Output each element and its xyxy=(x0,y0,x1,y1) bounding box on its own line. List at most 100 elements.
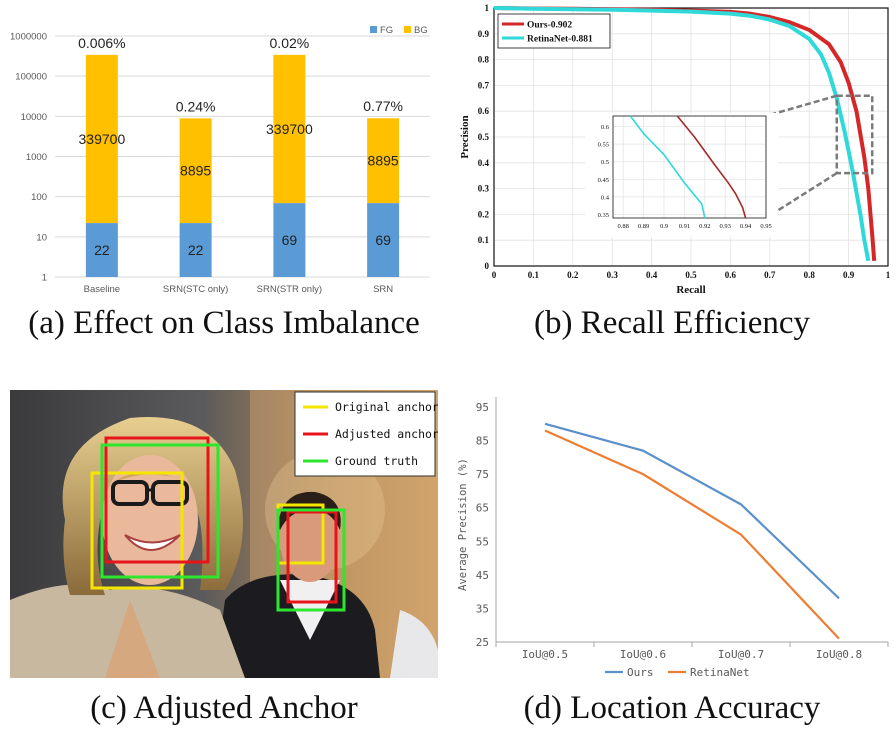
legend-box xyxy=(497,13,611,49)
data-label-bg: 339700 xyxy=(266,121,313,137)
y-axis-label: Average Precision (%) xyxy=(457,458,469,591)
inset-series-line-ours xyxy=(676,115,747,219)
x-tick-label: IoU@0.6 xyxy=(620,648,666,661)
series-line-ours xyxy=(544,422,840,600)
bar-bg xyxy=(179,118,212,224)
x-tick-label: IoU@0.8 xyxy=(816,648,862,661)
y-tick-label: 55 xyxy=(476,535,489,548)
y-tick-label: 35 xyxy=(476,602,489,615)
y-tick-label: 0 xyxy=(485,261,490,271)
y-tick-label: 100000 xyxy=(15,72,47,83)
inset-y-tick-label: 0.6 xyxy=(601,124,610,131)
series-line-retinanet xyxy=(544,429,840,640)
bar-bg xyxy=(367,118,400,204)
y-tick-label: 65 xyxy=(476,502,489,515)
x-tick-label: 0 xyxy=(492,270,497,280)
x-tick-label: SRN(STR only) xyxy=(257,284,322,295)
inset-x-tick-label: 0.93 xyxy=(720,223,731,230)
legend-label: FG xyxy=(380,25,393,36)
legend-ground-truth: Ground truth xyxy=(335,454,418,468)
y-tick-label: 100 xyxy=(31,192,47,203)
legend-swatch xyxy=(404,26,411,33)
legend-label: Ours-0.902 xyxy=(527,21,572,31)
ground-truth-box xyxy=(100,443,220,579)
ground-truth-box-2 xyxy=(276,508,346,612)
x-tick-label: 0.7 xyxy=(764,270,776,280)
x-tick-label: IoU@0.7 xyxy=(718,648,764,661)
legend-label: BG xyxy=(414,25,428,36)
zoom-region-box xyxy=(835,94,874,175)
bar-bg xyxy=(273,54,306,204)
data-label-bg: 8895 xyxy=(368,153,399,169)
legend-label: RetinaNet xyxy=(690,666,750,679)
x-tick-label: 0.2 xyxy=(567,270,579,280)
data-label-fg: 69 xyxy=(282,232,298,248)
panel-adjusted-anchor: Original anchor Adjusted anchor Ground t… xyxy=(10,390,439,678)
data-label-fg: 69 xyxy=(375,232,391,248)
bar-fg xyxy=(273,203,306,277)
inset-y-tick-label: 0.35 xyxy=(598,212,609,219)
photo-legend: Original anchor Adjusted anchor Ground t… xyxy=(294,391,439,477)
data-label-fg: 22 xyxy=(94,242,110,258)
plot-frame xyxy=(493,7,889,267)
precision-recall-chart: 0 0.1 0.2 0.3 0.4 0.5 0.6 0.7 0.8 0.9 100.10.20.30… xyxy=(459,3,891,296)
man-figure xyxy=(215,491,438,678)
legend-swatch xyxy=(370,26,377,33)
y-tick-label: 0.3 xyxy=(478,184,490,194)
y-tick-label: 0.8 xyxy=(478,55,490,65)
inset-x-tick-label: 0.94 xyxy=(740,223,752,230)
location-accuracy-chart: 25 35 45 55 65 75 85 95 IoU@0.5 IoU@0.6 IoU@0.7 IoU… xyxy=(457,397,889,679)
x-tick-label: IoU@0.5 xyxy=(522,648,568,661)
y-tick-label: 25 xyxy=(476,636,489,649)
y-tick-label: 10 xyxy=(36,232,47,243)
caption-b: (b) Recall Efficiency xyxy=(533,305,811,341)
inset-series-line-retinanet xyxy=(629,115,706,219)
bar-fg xyxy=(367,203,400,277)
y-tick-label: 0.1 xyxy=(478,235,490,245)
caption-d: (d) Location Accuracy xyxy=(523,690,821,726)
y-tick-label: 1000000 xyxy=(10,32,47,43)
panel-class-imbalance: 1 10 100 1000 10000 100000 1000000 22 339700 0.00… xyxy=(0,0,448,300)
inset-y-tick-label: 0.45 xyxy=(598,177,609,184)
x-tick-label: 0.6 xyxy=(725,270,737,280)
y-tick-label: 0.6 xyxy=(478,106,490,116)
y-tick-label: 75 xyxy=(476,468,489,481)
inset-x-tick-label: 0.89 xyxy=(638,223,649,230)
legend-original-anchor: Original anchor xyxy=(335,400,438,414)
ratio-label: 0.24% xyxy=(176,98,216,114)
y-tick-label: 10000 xyxy=(21,112,47,123)
y-tick-label: 95 xyxy=(476,401,489,414)
woman-figure xyxy=(10,417,245,678)
inset-y-tick-label: 0.4 xyxy=(601,194,610,201)
y-tick-label: 0.2 xyxy=(478,209,490,219)
bar-bg xyxy=(85,54,118,224)
y-tick-label: 0.7 xyxy=(478,80,490,90)
data-label-fg: 22 xyxy=(188,242,204,258)
panel-recall-efficiency: 0 0.1 0.2 0.3 0.4 0.5 0.6 0.7 0.8 0.9 1 0 0.1 0.2 0.3 0… xyxy=(448,0,896,300)
inset-y-tick-label: 0.55 xyxy=(598,142,609,149)
y-tick-label: 0.9 xyxy=(478,29,490,39)
data-label-bg: 339700 xyxy=(79,131,126,147)
zoom-connector-bottom xyxy=(765,172,838,220)
y-tick-label: 45 xyxy=(476,569,489,582)
legend-adjusted-anchor: Adjusted anchor xyxy=(335,427,438,441)
panel-location-accuracy: 25 35 45 55 65 75 85 95 IoU@0.5 IoU@0.6 IoU@0.7 IoU… xyxy=(448,385,896,685)
inset-y-tick-label: 0.5 xyxy=(601,159,609,166)
y-tick-label: 0.4 xyxy=(478,158,490,168)
inset-x-tick-label: 0.88 xyxy=(618,223,629,230)
bar-fg xyxy=(85,223,118,277)
face-photo: Original anchor Adjusted anchor Ground t… xyxy=(10,390,439,678)
y-tick-label: 1000 xyxy=(26,152,47,163)
series-line-retinanet xyxy=(493,6,871,262)
zoom-connector-top xyxy=(765,94,838,118)
original-anchor-box xyxy=(90,471,184,590)
adjusted-anchor-box-2 xyxy=(286,510,338,604)
x-tick-label: 0.9 xyxy=(843,270,855,280)
inset-x-tick-label: 0.9 xyxy=(660,223,668,230)
caption-c: (c) Adjusted Anchor xyxy=(90,690,358,726)
inset-x-tick-label: 0.95 xyxy=(760,223,771,230)
ratio-label: 0.77% xyxy=(363,98,403,114)
y-tick-label: 1 xyxy=(485,3,490,13)
x-tick-label: 0.3 xyxy=(607,270,619,280)
x-tick-label: 1 xyxy=(886,270,891,280)
